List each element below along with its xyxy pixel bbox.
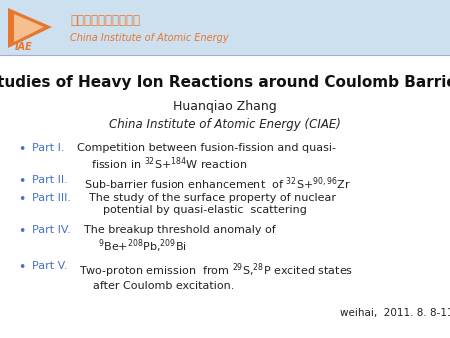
Text: The breakup threshold anomaly of
    $^9$Be+$^{208}$Pb,$^{209}$Bi: The breakup threshold anomaly of $^9$Be+… <box>84 225 276 255</box>
Text: 中国原子能科学研究院: 中国原子能科学研究院 <box>70 14 140 26</box>
Text: Part I.: Part I. <box>32 143 64 153</box>
Text: Part V.: Part V. <box>32 261 68 271</box>
Text: Two-proton emission  from $^{29}$S,$^{28}$P excited states
    after Coulomb exc: Two-proton emission from $^{29}$S,$^{28}… <box>79 261 353 291</box>
Text: Studies of Heavy Ion Reactions around Coulomb Barrier: Studies of Heavy Ion Reactions around Co… <box>0 75 450 90</box>
Text: The study of the surface property of nuclear
    potential by quasi-elastic  sca: The study of the surface property of nuc… <box>89 193 336 215</box>
Text: Part II.: Part II. <box>32 175 68 185</box>
Text: •: • <box>18 175 26 188</box>
Text: •: • <box>18 143 26 156</box>
Bar <box>0 0 450 55</box>
Text: IAE: IAE <box>15 42 33 52</box>
Polygon shape <box>8 8 52 48</box>
Text: Part III.: Part III. <box>32 193 71 203</box>
Text: Competition between fusion-fission and quasi-
    fission in $^{32}$S+$^{184}$W : Competition between fusion-fission and q… <box>77 143 336 172</box>
Text: •: • <box>18 261 26 274</box>
Text: Sub-barrier fusion enhancement  of $^{32}$S+$^{90,96}$Zr: Sub-barrier fusion enhancement of $^{32}… <box>84 175 351 192</box>
Text: Huanqiao Zhang: Huanqiao Zhang <box>173 100 277 113</box>
Text: Part IV.: Part IV. <box>32 225 71 235</box>
Text: weihai,  2011. 8. 8-11: weihai, 2011. 8. 8-11 <box>340 308 450 318</box>
Polygon shape <box>14 14 44 42</box>
Text: China Institute of Atomic Energy (CIAE): China Institute of Atomic Energy (CIAE) <box>109 118 341 131</box>
Text: •: • <box>18 225 26 238</box>
Text: •: • <box>18 193 26 206</box>
Text: China Institute of Atomic Energy: China Institute of Atomic Energy <box>70 33 229 43</box>
